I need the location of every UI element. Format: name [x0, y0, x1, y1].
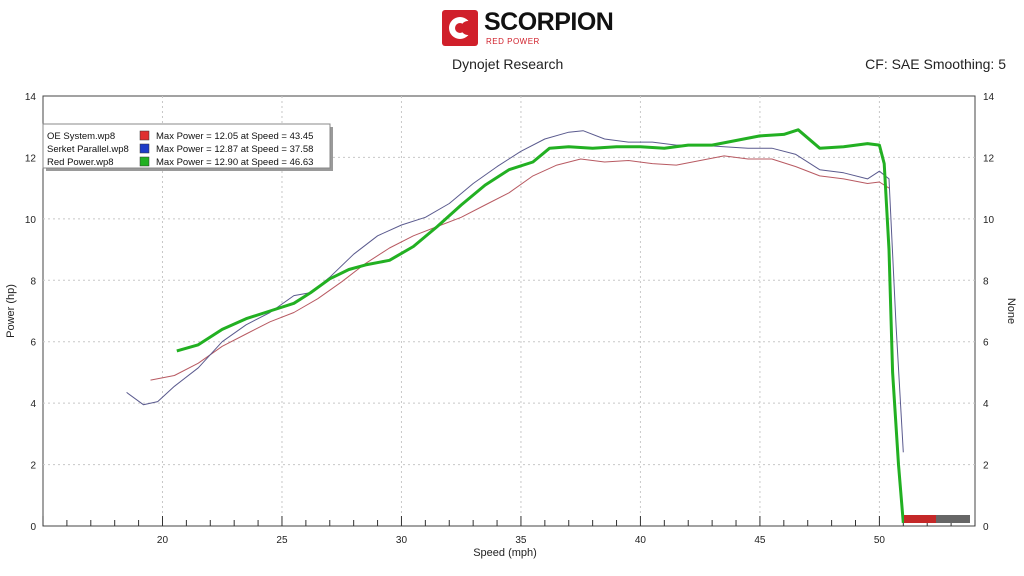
y2-axis-label: None	[1005, 298, 1017, 324]
series-line-2	[176, 128, 905, 524]
y-tick-label: 6	[30, 338, 36, 349]
brand-sub: RED POWER	[486, 37, 540, 46]
x-tick-label: 35	[515, 535, 527, 546]
x-axis-label: Speed (mph)	[473, 547, 537, 559]
series-line-1	[126, 130, 904, 453]
y2-axis-ticks: 0 2 4 6 8 10 12 14	[983, 92, 995, 533]
series-line-0	[150, 155, 890, 381]
y-axis-label: Power (hp)	[5, 284, 17, 338]
x-axis-ticks: 20 25 30 35 40 45 50	[157, 535, 885, 546]
dynojet-badge	[904, 515, 970, 523]
y2-tick-label: 12	[983, 153, 995, 164]
y2-tick-label: 10	[983, 215, 995, 226]
x-tick-label: 45	[754, 535, 766, 546]
scorpion-logo-icon	[442, 10, 478, 46]
legend: OE System.wp8 Max Power = 12.05 at Speed …	[42, 123, 333, 171]
scorpion-logo: SCORPION RED POWER	[440, 8, 614, 48]
y2-tick-label: 0	[983, 522, 989, 533]
x-minor-ticks	[42, 516, 976, 526]
legend-swatch	[139, 130, 150, 141]
y-tick-label: 0	[30, 522, 36, 533]
legend-swatch	[139, 156, 150, 167]
y2-tick-label: 2	[983, 461, 989, 472]
y2-tick-label: 6	[983, 338, 989, 349]
legend-series-name: Red Power.wp8	[47, 157, 114, 168]
y-tick-label: 12	[25, 153, 37, 164]
legend-series-name: OE System.wp8	[47, 131, 115, 142]
x-tick-label: 30	[396, 535, 408, 546]
y-tick-label: 14	[25, 92, 37, 103]
legend-series-name: Serket Parallel.wp8	[47, 144, 129, 155]
x-tick-label: 40	[635, 535, 647, 546]
legend-series-stat: Max Power = 12.05 at Speed = 43.45	[156, 131, 313, 142]
y-tick-label: 10	[25, 215, 37, 226]
brand-name: SCORPION	[484, 8, 614, 36]
x-tick-label: 20	[157, 535, 169, 546]
legend-box	[42, 123, 331, 169]
y-tick-label: 4	[30, 399, 36, 410]
legend-series-stat: Max Power = 12.90 at Speed = 46.63	[156, 157, 313, 168]
y-tick-label: 8	[30, 276, 36, 287]
series-lines	[126, 128, 905, 524]
x-tick-label: 25	[276, 535, 288, 546]
y2-tick-label: 8	[983, 276, 989, 287]
correction-factor: CF: SAE Smoothing: 5	[865, 56, 1006, 72]
legend-series-stat: Max Power = 12.87 at Speed = 37.58	[156, 144, 313, 155]
y2-tick-label: 14	[983, 92, 995, 103]
y2-tick-label: 4	[983, 399, 989, 410]
x-tick-label: 50	[874, 535, 886, 546]
y-axis-ticks: 0 2 4 6 8 10 12 14	[25, 92, 37, 533]
y-tick-label: 2	[30, 461, 36, 472]
chart-title: Dynojet Research	[452, 56, 564, 72]
legend-swatch	[139, 143, 150, 154]
